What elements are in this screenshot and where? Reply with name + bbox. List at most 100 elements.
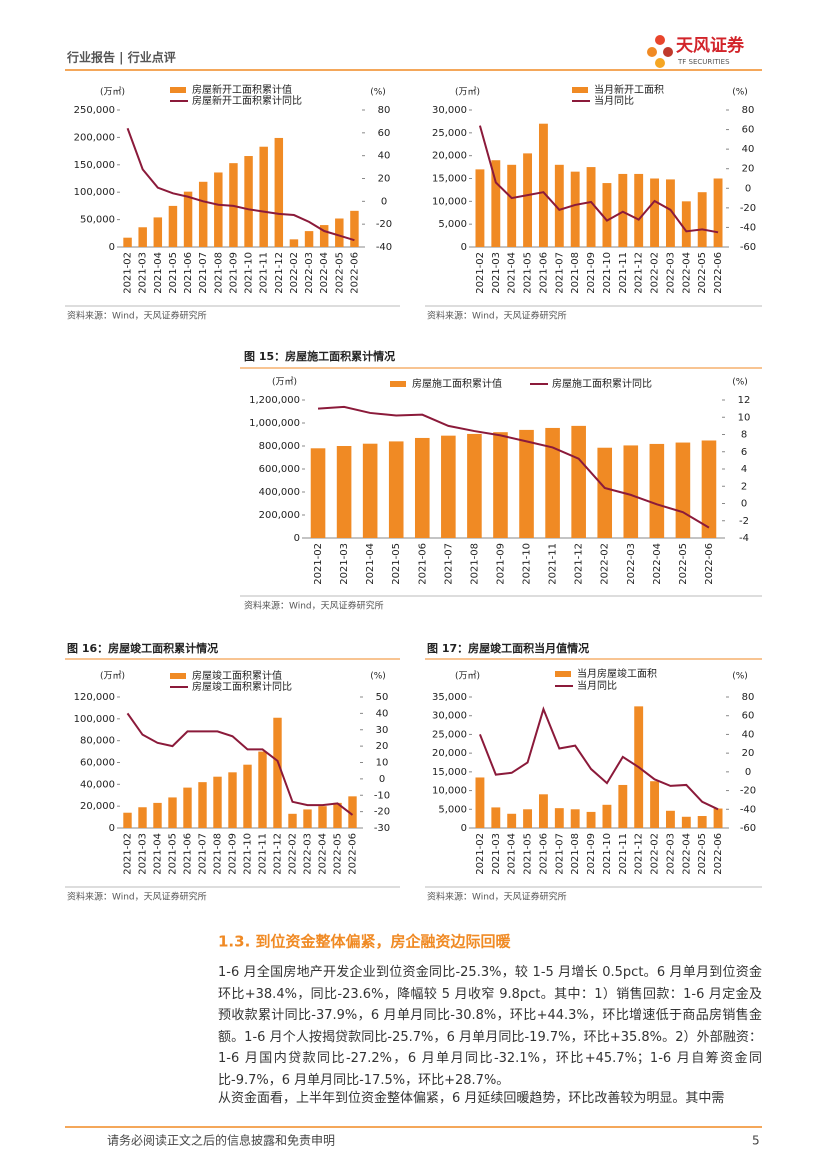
x-tick-label: 2021-08: [570, 252, 581, 294]
bar: [138, 807, 147, 828]
bar: [650, 178, 660, 247]
x-tick-label: 2021-09: [228, 833, 239, 875]
bar: [333, 802, 342, 828]
paragraph: 1-6 月全国房地产开发企业到位资金同比-25.3%，较 1-5 月增长 0.5…: [218, 965, 762, 1088]
x-tick-label: 2021-08: [213, 833, 224, 875]
bar: [697, 816, 707, 828]
header-left: 行业报告 | 行业点评: [66, 50, 176, 65]
legend-label: 房屋竣工面积累计同比: [192, 680, 292, 693]
legend-swatch: [390, 381, 406, 387]
x-tick-label: 2021-07: [443, 543, 454, 585]
y2-axis-label: (%): [732, 378, 748, 388]
y-tick-label: 15,000: [432, 767, 467, 778]
figure-title: 图 17：房屋竣工面积当月值情况: [427, 641, 589, 655]
bar: [507, 164, 517, 247]
x-tick-label: 2021-11: [618, 252, 629, 294]
x-tick-label: 2022-06: [704, 543, 715, 585]
bar: [697, 192, 707, 247]
y-tick-label: 40,000: [80, 779, 115, 790]
bar: [198, 782, 207, 828]
x-tick-label: 2021-10: [602, 833, 613, 875]
y-axis-label: (万㎡): [455, 671, 480, 682]
y-axis-label: (万㎡): [455, 87, 480, 98]
x-tick-label: 2021-03: [491, 252, 502, 294]
bar: [586, 167, 596, 247]
bar: [523, 809, 533, 828]
bar: [310, 448, 326, 538]
x-tick-label: 2022-03: [665, 833, 676, 875]
x-tick-label: 2022-04: [652, 543, 663, 585]
y2-tick-label: 30: [376, 725, 389, 736]
y2-tick-label: 60: [742, 125, 755, 136]
x-tick-label: 2021-04: [153, 833, 164, 875]
x-tick-label: 2022-06: [713, 252, 724, 294]
bar: [554, 808, 564, 828]
source-note: 资料来源：Wind，天风证券研究所: [67, 310, 207, 322]
x-tick-label: 2021-12: [273, 833, 284, 875]
x-tick-label: 2021-06: [538, 833, 549, 875]
x-tick-label: 2022-04: [319, 252, 330, 294]
y-tick-label: 35,000: [432, 692, 467, 703]
bar: [538, 794, 548, 828]
bar: [441, 435, 456, 538]
y2-tick-label: 60: [742, 711, 755, 722]
y-tick-label: 20,000: [432, 151, 467, 162]
y-tick-label: 25,000: [432, 128, 467, 139]
bar: [153, 217, 163, 247]
x-tick-label: 2021-12: [274, 252, 285, 294]
x-tick-label: 2021-02: [313, 543, 324, 585]
bar: [570, 171, 580, 247]
x-tick-label: 2021-11: [618, 833, 629, 875]
x-tick-label: 2022-05: [678, 543, 689, 585]
x-tick-label: 2021-05: [523, 252, 534, 294]
bar: [597, 447, 613, 538]
y-tick-label: 1,000,000: [249, 418, 300, 429]
y-tick-label: 0: [461, 823, 467, 834]
x-tick-label: 2022-04: [681, 252, 692, 294]
bar: [713, 178, 723, 247]
bar: [491, 160, 501, 247]
bar: [123, 812, 132, 828]
x-tick-label: 2021-12: [634, 252, 645, 294]
x-tick-label: 2022-03: [665, 252, 676, 294]
y-tick-label: 10,000: [432, 786, 467, 797]
bar: [336, 446, 352, 538]
x-tick-label: 2021-05: [168, 833, 179, 875]
x-tick-label: 2021-08: [213, 252, 224, 294]
x-tick-label: 2021-03: [138, 252, 149, 294]
bar: [362, 443, 378, 538]
bar: [475, 169, 485, 247]
y-tick-label: 25,000: [432, 729, 467, 740]
source-note: 资料来源：Wind，天风证券研究所: [67, 891, 207, 903]
legend-label: 当月新开工面积: [594, 83, 664, 96]
brand-en: TF SECURITIES: [677, 58, 730, 66]
x-tick-label: 2021-07: [198, 833, 209, 875]
x-tick-label: 2021-09: [586, 833, 597, 875]
bar: [618, 173, 628, 247]
y2-tick-label: -40: [740, 804, 756, 815]
bar: [259, 146, 268, 247]
source-note: 资料来源：Wind，天风证券研究所: [427, 310, 567, 322]
x-tick-label: 2022-02: [288, 833, 299, 875]
bar: [303, 809, 312, 828]
x-tick-label: 2021-06: [538, 252, 549, 294]
x-tick-label: 2022-03: [303, 833, 314, 875]
y-tick-label: 120,000: [74, 692, 115, 703]
x-tick-label: 2021-08: [469, 543, 480, 585]
y2-tick-label: -60: [740, 242, 756, 253]
figure-title: 图 16：房屋竣工面积累计情况: [67, 641, 218, 655]
x-tick-label: 2021-06: [417, 543, 428, 585]
x-tick-label: 2021-02: [123, 833, 134, 875]
y-axis-label: (万㎡): [272, 377, 297, 388]
bar: [713, 808, 723, 828]
legend-swatch: [555, 671, 571, 677]
y-tick-label: 60,000: [80, 758, 115, 769]
legend-label: 房屋新开工面积累计同比: [192, 94, 302, 107]
x-tick-label: 2021-05: [523, 833, 534, 875]
y2-tick-label: 4: [741, 464, 747, 475]
footer-disclaimer: 请务必阅读正文之后的信息披露和免责申明: [107, 1133, 335, 1148]
y-tick-label: 30,000: [432, 105, 467, 116]
y-tick-label: 200,000: [259, 510, 300, 521]
x-tick-label: 2022-04: [681, 833, 692, 875]
y2-tick-label: -20: [740, 786, 756, 797]
